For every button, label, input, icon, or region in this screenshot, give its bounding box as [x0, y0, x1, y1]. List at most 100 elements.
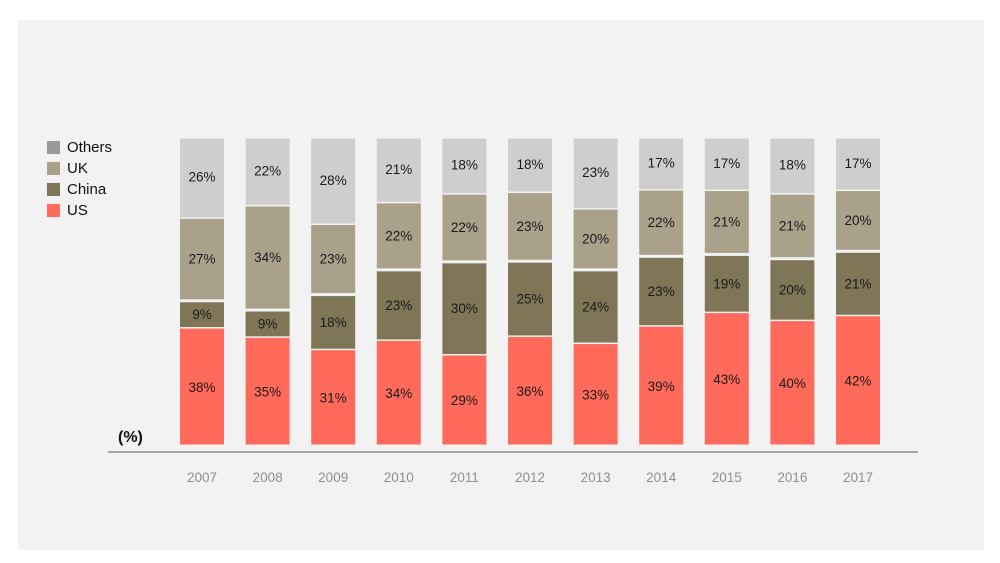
bar-segment-us-2009: [311, 350, 356, 445]
legend-label-others: Others: [67, 139, 113, 156]
data-label-uk-2012: 23%: [516, 219, 543, 234]
legend-swatch-us: [47, 204, 60, 217]
x-tick-label-2013: 2013: [581, 470, 611, 485]
legend-item-others: Others: [47, 137, 112, 158]
legend-item-uk: UK: [47, 158, 112, 179]
data-label-china-2014: 23%: [648, 284, 675, 299]
y-axis-unit-label: (%): [118, 429, 143, 446]
data-label-others-2013: 23%: [582, 165, 609, 180]
bar-segment-us-2007: [180, 328, 224, 445]
x-tick-label-2011: 2011: [450, 470, 479, 485]
bar-segment-china-2016: [770, 260, 815, 320]
data-label-others-2017: 17%: [844, 156, 871, 171]
bar-segment-uk-2017: [836, 191, 880, 250]
data-label-us-2010: 34%: [385, 386, 412, 401]
bar-segment-others-2012: [508, 138, 552, 192]
data-label-us-2014: 39%: [648, 379, 675, 394]
data-label-others-2016: 18%: [779, 158, 806, 173]
x-tick-label-2008: 2008: [253, 470, 283, 485]
bar-segment-uk-2011: [442, 194, 487, 261]
bar-segment-us-2010: [376, 340, 421, 445]
data-label-others-2014: 17%: [648, 156, 675, 171]
bar-segment-uk-2016: [770, 194, 815, 258]
bar-segment-china-2008: [245, 311, 290, 337]
data-label-china-2008: 9%: [258, 316, 278, 331]
data-label-uk-2011: 22%: [451, 220, 478, 235]
bar-segment-others-2008: [245, 138, 290, 205]
data-label-uk-2014: 22%: [648, 215, 675, 230]
data-label-us-2015: 43%: [713, 372, 740, 387]
bar-segment-china-2010: [376, 271, 421, 340]
data-label-uk-2013: 20%: [582, 231, 609, 246]
bar-segment-china-2013: [573, 271, 618, 343]
legend: Others UK China US: [47, 137, 112, 221]
x-tick-label-2015: 2015: [712, 470, 742, 485]
chart-panel: [18, 20, 984, 550]
data-label-uk-2009: 23%: [320, 252, 347, 267]
bar-segment-uk-2009: [311, 225, 356, 294]
bar-segment-uk-2014: [639, 190, 684, 255]
legend-swatch-uk: [47, 162, 60, 175]
x-tick-label-2009: 2009: [318, 470, 348, 485]
bar-segment-us-2017: [836, 316, 880, 445]
data-label-others-2015: 17%: [713, 156, 740, 171]
bar-segment-uk-2007: [180, 218, 224, 300]
bar-segment-others-2015: [704, 138, 749, 190]
data-label-others-2011: 18%: [451, 158, 478, 173]
data-label-us-2009: 31%: [320, 391, 347, 406]
data-label-uk-2017: 20%: [844, 213, 871, 228]
bar-segment-uk-2015: [704, 191, 749, 253]
x-tick-label-2007: 2007: [187, 470, 217, 485]
data-label-china-2016: 20%: [779, 282, 806, 297]
bar-segment-uk-2008: [245, 206, 290, 309]
data-label-china-2009: 18%: [320, 315, 347, 330]
x-tick-label-2010: 2010: [384, 470, 414, 485]
x-tick-label-2017: 2017: [843, 470, 873, 485]
bar-segment-us-2016: [770, 321, 815, 445]
data-label-others-2012: 18%: [516, 157, 543, 172]
data-label-china-2011: 30%: [451, 301, 478, 316]
data-label-china-2012: 25%: [516, 292, 543, 307]
data-label-china-2013: 24%: [582, 299, 609, 314]
bar-segment-us-2008: [245, 337, 290, 445]
data-label-china-2015: 19%: [713, 276, 740, 291]
data-label-others-2008: 22%: [254, 163, 281, 178]
data-label-china-2017: 21%: [844, 276, 871, 291]
data-label-us-2008: 35%: [254, 384, 281, 399]
data-label-others-2007: 26%: [188, 170, 215, 185]
bar-segment-china-2014: [639, 257, 684, 326]
data-label-us-2011: 29%: [451, 393, 478, 408]
data-label-us-2013: 33%: [582, 388, 609, 403]
bar-segment-others-2016: [770, 138, 815, 194]
data-label-others-2010: 21%: [385, 162, 412, 177]
bar-segment-others-2014: [639, 138, 684, 190]
legend-swatch-china: [47, 183, 60, 196]
data-label-others-2009: 28%: [320, 173, 347, 188]
bar-segment-uk-2012: [508, 193, 552, 260]
bar-segment-china-2015: [704, 255, 749, 312]
bar-segment-others-2010: [376, 138, 421, 202]
bar-segment-us-2014: [639, 326, 684, 445]
bar-segment-us-2012: [508, 336, 552, 445]
bar-segment-us-2011: [442, 355, 487, 445]
bar-segment-us-2015: [704, 313, 749, 445]
legend-item-china: China: [47, 179, 112, 200]
bar-segment-others-2007: [180, 138, 224, 218]
bar-segment-others-2013: [573, 138, 618, 209]
legend-swatch-others: [47, 141, 60, 154]
data-label-us-2012: 36%: [516, 384, 543, 399]
bar-segment-china-2009: [311, 296, 356, 349]
data-label-us-2007: 38%: [188, 380, 215, 395]
bar-segment-uk-2010: [376, 203, 421, 269]
data-label-china-2010: 23%: [385, 298, 412, 313]
bar-segment-others-2017: [836, 138, 880, 190]
legend-label-china: China: [67, 181, 107, 198]
bar-segment-others-2011: [442, 138, 487, 194]
bar-segment-us-2013: [573, 344, 618, 445]
data-label-uk-2007: 27%: [188, 252, 215, 267]
data-label-china-2007: 9%: [192, 307, 212, 322]
x-tick-label-2016: 2016: [777, 470, 807, 485]
legend-item-us: US: [47, 200, 112, 221]
legend-label-uk: UK: [67, 160, 88, 177]
bar-segment-china-2012: [508, 262, 552, 336]
